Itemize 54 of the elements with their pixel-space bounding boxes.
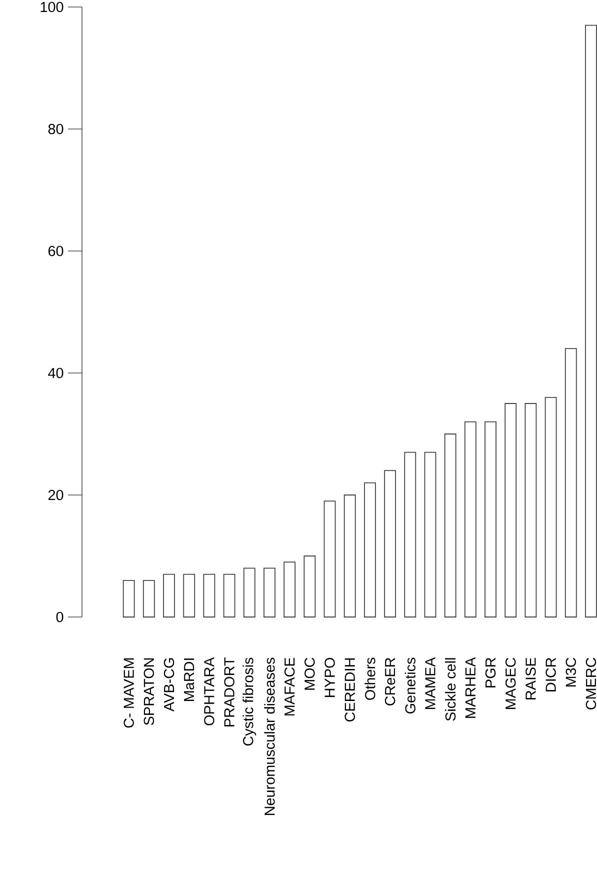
bar (444, 434, 456, 618)
x-tick-label: SPRATON (144, 658, 154, 726)
x-tick-label: MAFACE (284, 658, 295, 716)
bar (464, 421, 476, 618)
bar (264, 568, 276, 618)
x-tick-label: CMERC (586, 658, 596, 710)
bar (203, 574, 216, 618)
x-tick-label: M3C (566, 658, 576, 687)
bar (243, 568, 256, 618)
x-tick-label: RAISE (526, 658, 536, 700)
y-tick-label: 20 (48, 490, 64, 500)
x-tick-label: Sickle cell (445, 658, 456, 721)
y-tick-label: 80 (48, 124, 64, 134)
bar (424, 452, 436, 618)
bar (122, 580, 135, 618)
bar (304, 556, 316, 618)
x-tick-label: OPHTARA (204, 657, 214, 726)
x-tick-label: Genetics (404, 658, 416, 714)
bar (564, 348, 577, 618)
bar (324, 500, 336, 618)
bar (544, 396, 557, 618)
bar (484, 421, 496, 618)
bar (344, 494, 356, 618)
bar (142, 580, 155, 618)
bar (585, 24, 597, 618)
y-tick-label: 100 (40, 2, 64, 12)
x-tick-label: MAGEC (505, 658, 516, 709)
bar (183, 574, 196, 618)
x-tick-label: PGR (485, 658, 496, 688)
x-tick-label: Neuromuscular diseases (264, 658, 275, 815)
x-tick-label: Others (364, 658, 376, 700)
x-tick-label: MOC (304, 658, 315, 690)
x-tick-label: PRADORT (224, 658, 234, 726)
y-tick-label: 40 (48, 368, 64, 378)
y-tick-label: 60 (48, 246, 64, 256)
x-tick-label: C- MAVEM (124, 658, 134, 728)
x-tick-label: MaRDI (184, 658, 194, 701)
x-tick-label: Cystic fibrosis (242, 658, 256, 746)
bar (384, 470, 396, 618)
bar (504, 403, 517, 618)
x-tick-label: CReER (384, 658, 396, 706)
x-tick-label: HYPO (324, 658, 335, 697)
bar (284, 562, 296, 618)
x-tick-label: AVB-CG (164, 658, 174, 712)
y-tick-label: 0 (56, 612, 64, 622)
x-tick-label: MAMEA (425, 657, 436, 709)
x-tick-label: CEREDIH (344, 658, 355, 722)
bar (524, 403, 537, 618)
bar (223, 574, 236, 618)
bar (404, 452, 416, 618)
bar (364, 482, 376, 618)
x-tick-label: MARHEA (465, 657, 476, 718)
bar (163, 574, 175, 618)
x-tick-label: DICR (546, 658, 556, 692)
